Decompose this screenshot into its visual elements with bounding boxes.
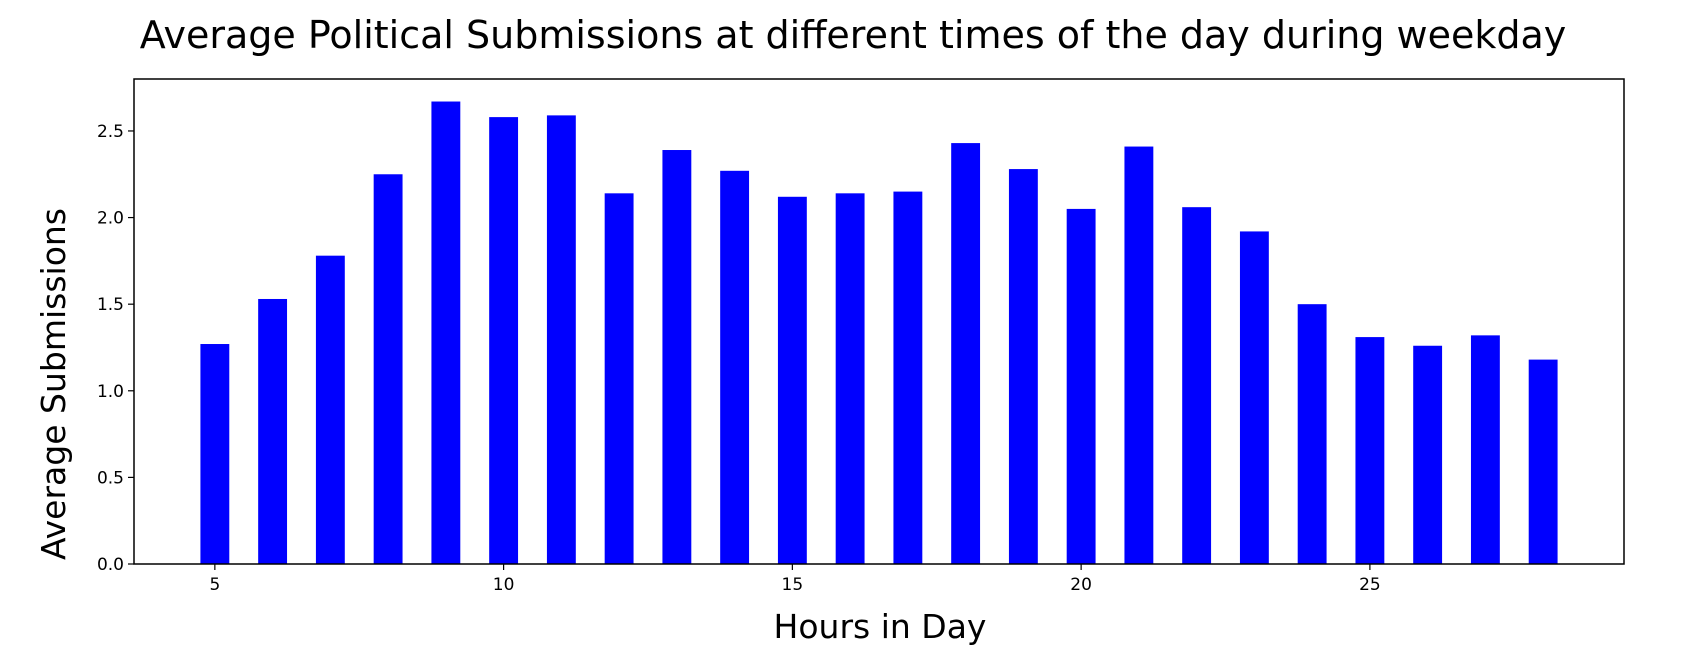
bars-layer — [200, 101, 1558, 565]
bar-hour-15 — [777, 196, 807, 565]
bar-hour-12 — [604, 193, 634, 565]
bar-hour-25 — [1355, 337, 1385, 564]
y-tick-label: 1.0 — [97, 382, 124, 402]
bar-hour-5 — [200, 344, 230, 564]
y-tick-label: 0.0 — [97, 555, 124, 575]
bar-hour-8 — [373, 174, 403, 564]
bar-hour-28 — [1528, 359, 1558, 564]
y-tick-label: 1.5 — [97, 295, 124, 315]
x-tick-label: 15 — [782, 575, 804, 595]
bar-hour-26 — [1413, 345, 1443, 564]
bar-hour-9 — [431, 101, 461, 565]
y-axis-ticks: 0.0 0.5 1.0 1.5 2.0 2.5 — [97, 122, 134, 575]
plot-frame — [133, 78, 1625, 565]
bar-hour-18 — [951, 143, 981, 564]
bar-hour-7 — [315, 255, 345, 564]
bar-hour-10 — [489, 117, 519, 564]
bar-hour-20 — [1066, 208, 1096, 565]
y-axis-label: Average Submissions — [34, 208, 73, 560]
x-axis-label: Hours in Day — [774, 607, 987, 646]
bar-hour-6 — [258, 298, 288, 564]
x-tick-label: 10 — [493, 575, 515, 595]
bar-hour-17 — [893, 191, 923, 564]
y-tick-label: 2.0 — [97, 209, 124, 229]
chart-title: Average Political Submissions at differe… — [140, 13, 1567, 57]
bar-hour-14 — [720, 170, 750, 564]
x-axis-ticks: 5 10 15 20 25 — [209, 564, 1381, 595]
y-tick-label: 0.5 — [97, 468, 124, 488]
bar-hour-27 — [1470, 335, 1500, 564]
bar-hour-21 — [1124, 146, 1154, 564]
x-tick-label: 25 — [1359, 575, 1381, 595]
bar-hour-22 — [1182, 207, 1212, 564]
bar-hour-13 — [662, 150, 692, 564]
bar-hour-23 — [1239, 231, 1269, 564]
bar-hour-11 — [546, 115, 576, 564]
bar-hour-24 — [1297, 304, 1327, 564]
bar-hour-16 — [835, 193, 865, 565]
bar-hour-19 — [1008, 169, 1038, 565]
x-tick-label: 20 — [1070, 575, 1092, 595]
x-tick-label: 5 — [209, 575, 220, 595]
y-tick-label: 2.5 — [97, 122, 124, 142]
